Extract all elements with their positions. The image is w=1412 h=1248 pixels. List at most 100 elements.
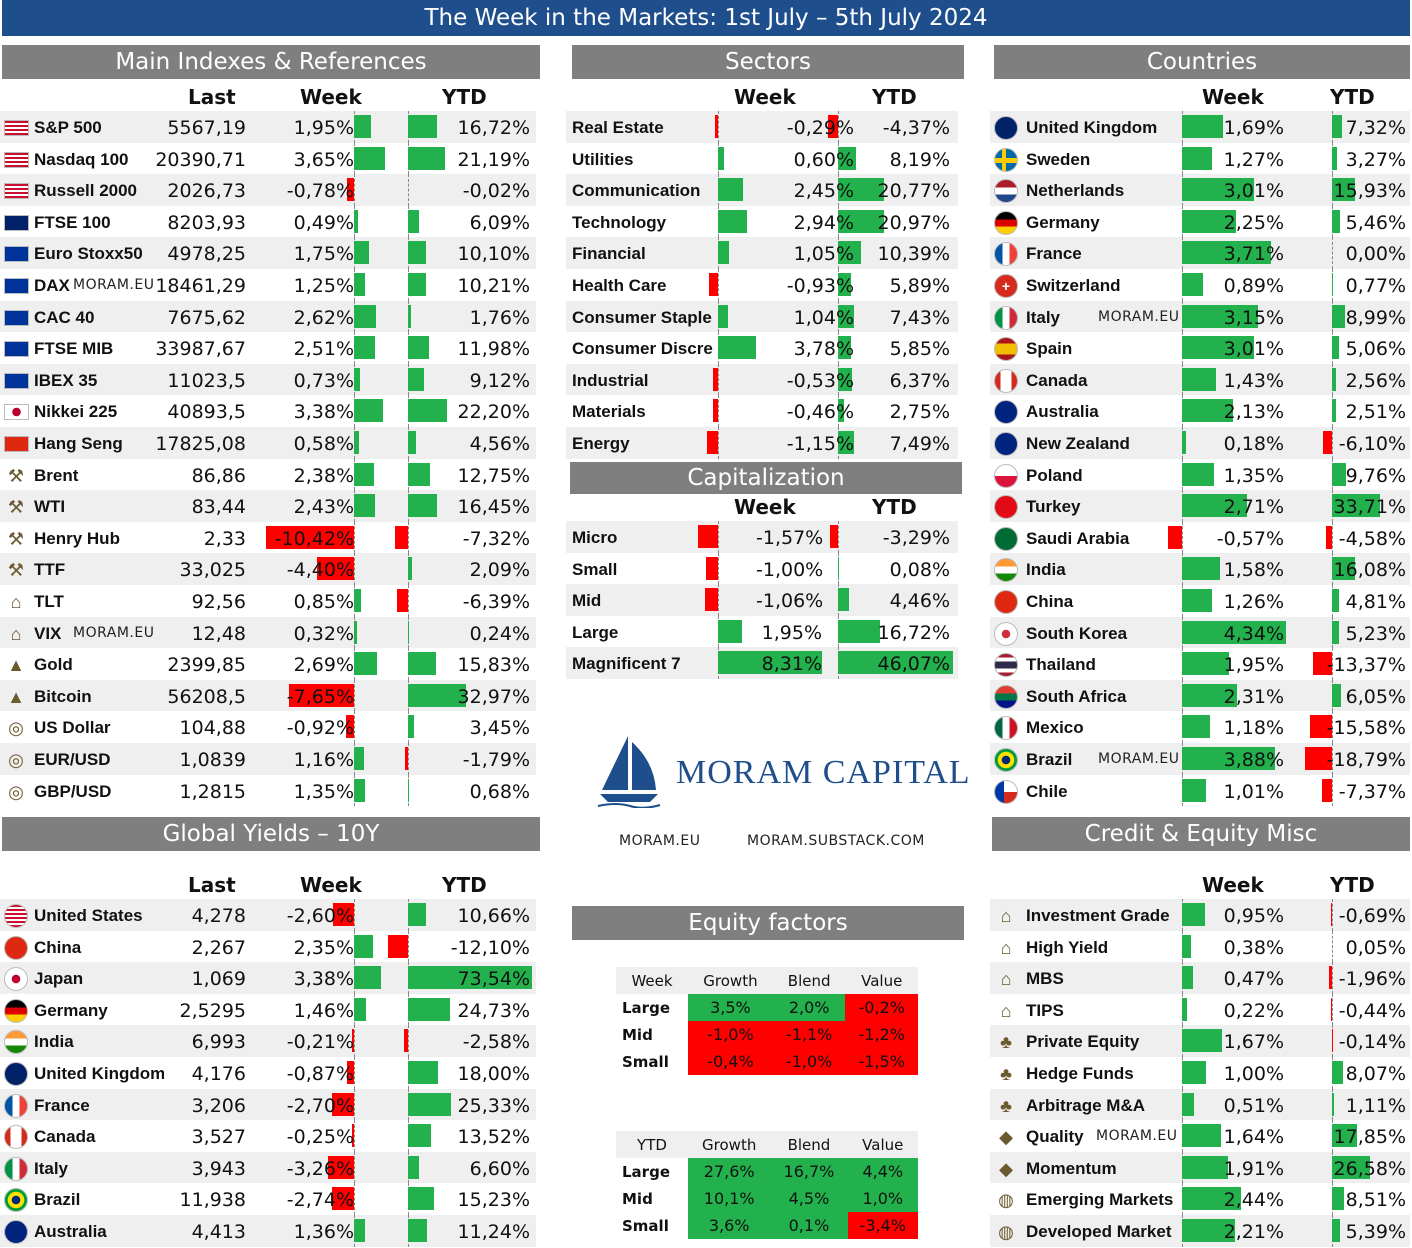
us-flag-icon (4, 151, 29, 168)
row-week: -3,26% (286, 1157, 354, 1180)
row-ytd: 25,33% (457, 1094, 530, 1117)
table-row: FTSE MIB 33987,67 2,51% 11,98% (0, 332, 536, 364)
table-row: Turkey 2,71% 33,71% (990, 490, 1410, 522)
row-last: 2,33 (203, 527, 246, 550)
factors-week-cell: -0,2% (845, 994, 918, 1021)
table-row: Real Estate -0,29% -4,37% (566, 111, 958, 143)
australia-flag-icon (4, 1220, 28, 1244)
table-row: Health Care -0,93% 5,89% (566, 269, 958, 301)
main-week-header: Week (300, 85, 362, 109)
row-ytd: 17,85% (1333, 1126, 1406, 1149)
link-moram-substack[interactable]: MORAM.SUBSTACK.COM (747, 833, 925, 849)
ytd-axis (1332, 521, 1333, 554)
australia-flag-icon (994, 400, 1018, 425)
ytd-bar (838, 209, 885, 233)
row-ytd: -18,79% (1326, 749, 1406, 771)
week-bar (718, 619, 743, 643)
table-row: Magnificent 7 8,31% 46,07% (566, 647, 958, 679)
ytd-bar (408, 715, 415, 739)
week-bar (332, 1092, 354, 1116)
row-name: Gold (34, 655, 73, 675)
link-moram-eu[interactable]: MORAM.EU (619, 833, 701, 849)
row-last: 20390,71 (155, 148, 246, 171)
factors-week-cell: -1,2% (845, 1021, 918, 1048)
ytd-axis (1332, 237, 1333, 269)
factors-week-cell: -0,4% (688, 1048, 773, 1075)
row-name: Thailand (1026, 655, 1096, 675)
globe-icon: ◍ (998, 1222, 1014, 1242)
capitalization-title: Capitalization (570, 462, 962, 494)
row-week: 2,21% (1223, 1221, 1284, 1243)
table-row: Small 3,6% 0,1% -3,4% (616, 1212, 918, 1239)
ytd-bar (1332, 1092, 1334, 1116)
row-name: Poland (1026, 465, 1083, 485)
watermark: MORAM.EU (1096, 1128, 1178, 1145)
week-bar (718, 209, 748, 233)
equity-factors-title: Equity factors (572, 906, 964, 940)
row-name: France (34, 1095, 90, 1115)
ytd-axis (1332, 648, 1333, 680)
row-name: Financial (572, 244, 646, 264)
table-row: Consumer Staple 1,04% 7,43% (566, 300, 958, 333)
factors-ytd-cell: 3,6% (688, 1212, 771, 1239)
row-last: 7675,62 (167, 306, 246, 329)
ytd-axis (1332, 1025, 1333, 1057)
table-row: ⌂ MBS 0,47% -1,96% (990, 962, 1410, 994)
japan-flag-icon (4, 404, 29, 421)
week-bar (1182, 1061, 1206, 1084)
row-last: 40893,5 (167, 401, 246, 424)
ytd-bar (408, 367, 424, 391)
row-name: High Yield (1026, 937, 1109, 957)
table-row: Technology 2,94% 20,97% (566, 205, 958, 238)
row-name: Large (572, 622, 619, 642)
week-bar (354, 367, 361, 391)
us-flag-icon (4, 904, 28, 928)
china-flag-icon (4, 935, 28, 960)
ytd-bar (838, 651, 954, 675)
table-row: Canada 3,527 -0,25% 13,52% (0, 1120, 536, 1152)
table-row: ♣ Hedge Funds 1,00% 8,07% (990, 1057, 1410, 1089)
row-week: -7,65% (286, 685, 354, 708)
table-row: Brazil 11,938 -2,74% 15,23% (0, 1183, 536, 1215)
table-row: ◎ GBP/USD 1,2815 1,35% 0,68% (0, 774, 536, 807)
row-ytd: -1,96% (1338, 968, 1406, 991)
row-last: 2399,85 (167, 654, 246, 677)
row-ytd: 32,97% (457, 685, 530, 708)
table-row: Netherlands 3,01% 15,93% (990, 174, 1410, 206)
week-bar (347, 1061, 354, 1084)
ytd-axis (408, 521, 409, 554)
ytd-bar (838, 367, 852, 391)
row-ytd: 12,75% (457, 464, 530, 487)
week-bar (1182, 747, 1276, 770)
row-week: 1,26% (1223, 591, 1284, 613)
factors-week-header-row: Week Growth Blend Value (616, 967, 918, 994)
row-week: -4,40% (286, 559, 354, 582)
china-flag-icon (994, 590, 1018, 614)
row-week: 1,00% (1223, 1063, 1284, 1085)
thailand-flag-icon (994, 653, 1018, 678)
table-row: ♣ Arbitrage M&A 0,51% 1,11% (990, 1088, 1410, 1121)
table-row: ▲ Bitcoin 56208,5 -7,65% 32,97% (0, 679, 536, 712)
yields-week-header: Week (300, 873, 362, 897)
oil-rig-icon: ⚒ (7, 560, 25, 581)
row-name: China (34, 937, 82, 957)
global-yields-title: Global Yields – 10Y (2, 817, 540, 851)
ytd-bar (403, 1029, 408, 1053)
row-ytd: 8,99% (1345, 306, 1406, 329)
week-axis (718, 552, 719, 585)
week-bar (288, 683, 354, 707)
chile-flag-icon (994, 779, 1018, 804)
row-name: TIPS (1026, 1000, 1064, 1020)
countries-table: United Kingdom 1,69% 7,32% Sweden 1,27% 3,27%… (990, 111, 1410, 807)
factors-ytd-period-label: YTD (616, 1131, 688, 1158)
row-last: 92,56 (191, 591, 246, 613)
table-row: Brazil MORAM.EU 3,88% -18,79% (990, 743, 1410, 775)
ytd-bar (1332, 273, 1334, 296)
ytd-bar (838, 304, 855, 328)
row-week: 3,78% (793, 338, 854, 361)
row-ytd: 16,72% (457, 117, 530, 139)
table-row: Nikkei 225 40893,5 3,38% 22,20% (0, 395, 536, 427)
week-bar (354, 115, 371, 138)
row-last: 2026,73 (167, 180, 246, 203)
row-week: 1,69% (1223, 117, 1284, 139)
